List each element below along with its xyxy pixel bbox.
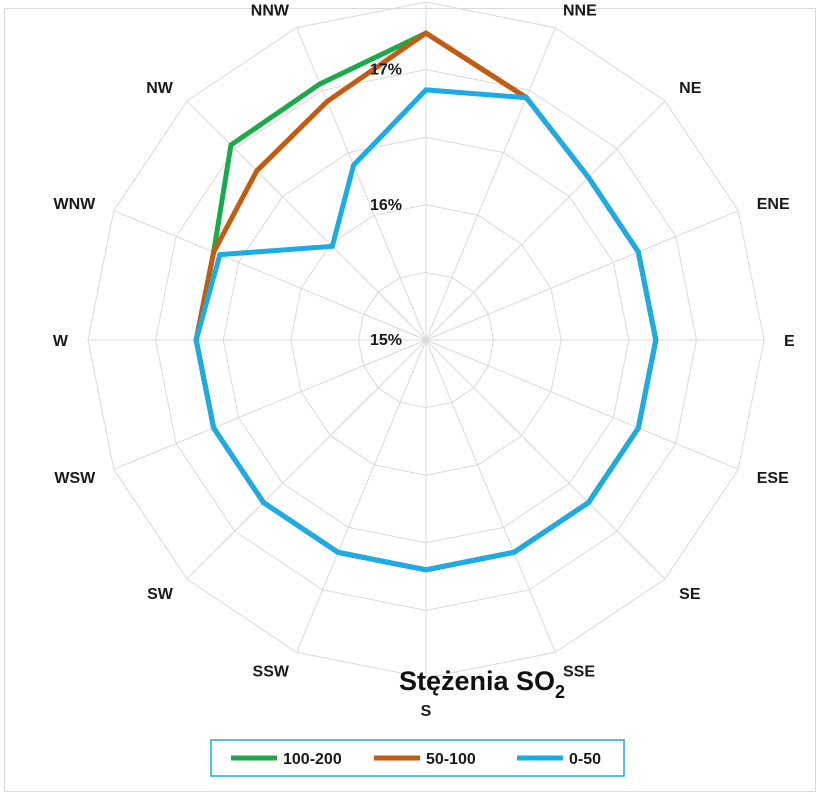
direction-label-ENE: ENE <box>757 196 790 213</box>
direction-label-NE: NE <box>679 80 702 97</box>
legend-label: 100-200 <box>283 751 342 768</box>
direction-label-SSW: SSW <box>253 664 290 681</box>
legend-label: 50-100 <box>426 751 476 768</box>
direction-label-S: S <box>421 703 432 720</box>
chart-title-subscript: 2 <box>555 682 565 702</box>
chart-frame <box>4 8 816 792</box>
direction-label-E: E <box>784 333 795 350</box>
grid-spoke <box>425 339 556 653</box>
grid-spoke <box>113 210 427 341</box>
grid-spoke <box>425 210 739 341</box>
grid-spoke <box>425 100 666 341</box>
direction-label-SSE: SSE <box>563 664 595 681</box>
direction-labels: NNNENEENEEESESESSESSSWSWWSWWWNWNWNNW <box>53 2 795 720</box>
legend: 100-200 50-100 0-50 <box>210 739 625 777</box>
tick-label: 15% <box>370 332 402 349</box>
tick-label: 17% <box>370 62 402 79</box>
tick-labels: 15% 16% 17% <box>370 62 402 349</box>
grid-spoke <box>296 27 427 341</box>
grid-spoke <box>425 27 556 341</box>
tick-label: 16% <box>370 197 402 214</box>
direction-label-W: W <box>53 333 69 350</box>
direction-label-WNW: WNW <box>53 196 96 213</box>
direction-label-NW: NW <box>146 80 174 97</box>
grid-spoke <box>186 339 427 580</box>
grid-layer <box>87 1 765 679</box>
direction-label-SE: SE <box>679 586 701 603</box>
legend-label: 0-50 <box>569 751 601 768</box>
chart-title-main: Stężenia SO <box>399 666 555 696</box>
grid-spoke <box>425 339 666 580</box>
direction-label-ESE: ESE <box>757 470 789 487</box>
grid-spoke <box>425 339 739 470</box>
grid-spoke <box>113 339 427 470</box>
grid-spoke <box>186 100 427 341</box>
series-layer <box>193 30 659 573</box>
direction-label-WSW: WSW <box>54 470 96 487</box>
grid-spoke <box>296 339 427 653</box>
legend-items: 100-200 50-100 0-50 <box>231 751 601 768</box>
direction-label-NNE: NNE <box>563 2 597 19</box>
series-line-0-50 <box>193 87 659 573</box>
direction-label-SW: SW <box>147 586 174 603</box>
direction-label-NNW: NNW <box>251 2 290 19</box>
chart-title: Stężenia SO2 <box>399 666 565 702</box>
